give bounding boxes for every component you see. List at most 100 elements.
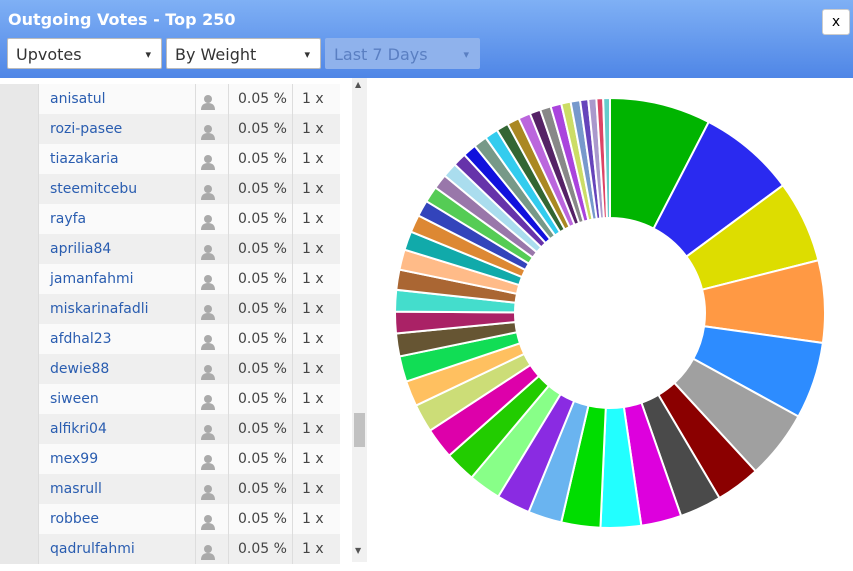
user-icon[interactable] — [200, 151, 216, 181]
count: 1 x — [302, 211, 324, 227]
cell — [0, 264, 39, 294]
separator — [228, 204, 229, 234]
separator — [292, 384, 293, 414]
separator — [292, 264, 293, 294]
dropdown[interactable]: By Weight — [166, 38, 321, 70]
user-link[interactable]: rayfa — [50, 211, 87, 227]
user-link[interactable]: rozi-pasee — [50, 121, 123, 137]
separator — [292, 114, 293, 144]
separator — [195, 444, 196, 474]
separator — [292, 84, 293, 114]
separator — [228, 294, 229, 324]
user-link[interactable]: tiazakaria — [50, 151, 119, 167]
cell — [0, 384, 39, 414]
user-icon[interactable] — [200, 331, 216, 361]
separator — [228, 354, 229, 384]
cell — [0, 414, 39, 444]
cell — [0, 84, 39, 114]
row: steemitcebu 0.05 % 1 x — [0, 174, 340, 204]
user-icon[interactable] — [200, 541, 216, 571]
dropdown[interactable]: Upvotes — [7, 38, 162, 70]
user-icon[interactable] — [200, 391, 216, 421]
separator — [195, 474, 196, 504]
user-link[interactable]: anisatul — [50, 91, 106, 107]
separator — [228, 414, 229, 444]
separator — [292, 474, 293, 504]
cell — [0, 204, 39, 234]
cell — [0, 354, 39, 384]
user-icon[interactable] — [200, 481, 216, 511]
count: 1 x — [302, 511, 324, 527]
close-button[interactable]: x — [822, 9, 850, 35]
separator — [195, 234, 196, 264]
user-link[interactable]: afdhal23 — [50, 331, 112, 347]
separator — [292, 234, 293, 264]
cell — [0, 534, 39, 564]
user-icon[interactable] — [200, 271, 216, 301]
separator — [228, 84, 229, 114]
separator — [195, 384, 196, 414]
percent: 0.05 % — [238, 361, 287, 377]
count: 1 x — [302, 361, 324, 377]
user-icon[interactable] — [200, 451, 216, 481]
separator — [228, 264, 229, 294]
count: 1 x — [302, 301, 324, 317]
cell — [0, 444, 39, 474]
row: qadrulfahmi 0.05 % 1 x — [0, 534, 340, 564]
percent: 0.05 % — [238, 121, 287, 137]
user-link[interactable]: dewie88 — [50, 361, 110, 377]
user-link[interactable]: siween — [50, 391, 99, 407]
user-link[interactable]: qadrulfahmi — [50, 541, 135, 557]
row: anisatul 0.05 % 1 x — [0, 84, 340, 114]
cell — [0, 294, 39, 324]
user-icon[interactable] — [200, 121, 216, 151]
scroll-thumb[interactable] — [354, 413, 365, 447]
separator — [195, 354, 196, 384]
separator — [228, 384, 229, 414]
separator — [195, 534, 196, 564]
separator — [195, 144, 196, 174]
vote-list: anisatul 0.05 % 1 x rozi-pasee 0.05 % 1 x tiaz… — [0, 84, 340, 564]
user-link[interactable]: masrull — [50, 481, 102, 497]
separator — [228, 174, 229, 204]
user-link[interactable]: alfikri04 — [50, 421, 107, 437]
donut-segment[interactable] — [602, 96, 611, 220]
user-link[interactable]: steemitcebu — [50, 181, 138, 197]
row: aprilia84 0.05 % 1 x — [0, 234, 340, 264]
percent: 0.05 % — [238, 211, 287, 227]
percent: 0.05 % — [238, 481, 287, 497]
count: 1 x — [302, 451, 324, 467]
user-icon[interactable] — [200, 241, 216, 271]
count: 1 x — [302, 241, 324, 257]
separator — [292, 534, 293, 564]
row: mex99 0.05 % 1 x — [0, 444, 340, 474]
user-icon[interactable] — [200, 421, 216, 451]
percent: 0.05 % — [238, 541, 287, 557]
user-link[interactable]: miskarinafadli — [50, 301, 149, 317]
user-icon[interactable] — [200, 181, 216, 211]
count: 1 x — [302, 91, 324, 107]
user-icon[interactable] — [200, 91, 216, 121]
percent: 0.05 % — [238, 181, 287, 197]
percent: 0.05 % — [238, 511, 287, 527]
count: 1 x — [302, 121, 324, 137]
user-link[interactable]: mex99 — [50, 451, 99, 467]
header: Outgoing Votes - Top 250 x Upvotes By We… — [0, 0, 853, 78]
user-link[interactable]: aprilia84 — [50, 241, 112, 257]
separator — [292, 174, 293, 204]
separator — [195, 504, 196, 534]
user-icon[interactable] — [200, 511, 216, 541]
user-icon[interactable] — [200, 361, 216, 391]
user-icon[interactable] — [200, 301, 216, 331]
scrollbar[interactable]: ▲ ▼ — [352, 78, 367, 562]
count: 1 x — [302, 271, 324, 287]
separator — [292, 324, 293, 354]
count: 1 x — [302, 421, 324, 437]
count: 1 x — [302, 181, 324, 197]
cell — [0, 234, 39, 264]
user-link[interactable]: jamanfahmi — [50, 271, 134, 287]
separator — [228, 444, 229, 474]
user-icon[interactable] — [200, 211, 216, 241]
row: dewie88 0.05 % 1 x — [0, 354, 340, 384]
user-link[interactable]: robbee — [50, 511, 100, 527]
